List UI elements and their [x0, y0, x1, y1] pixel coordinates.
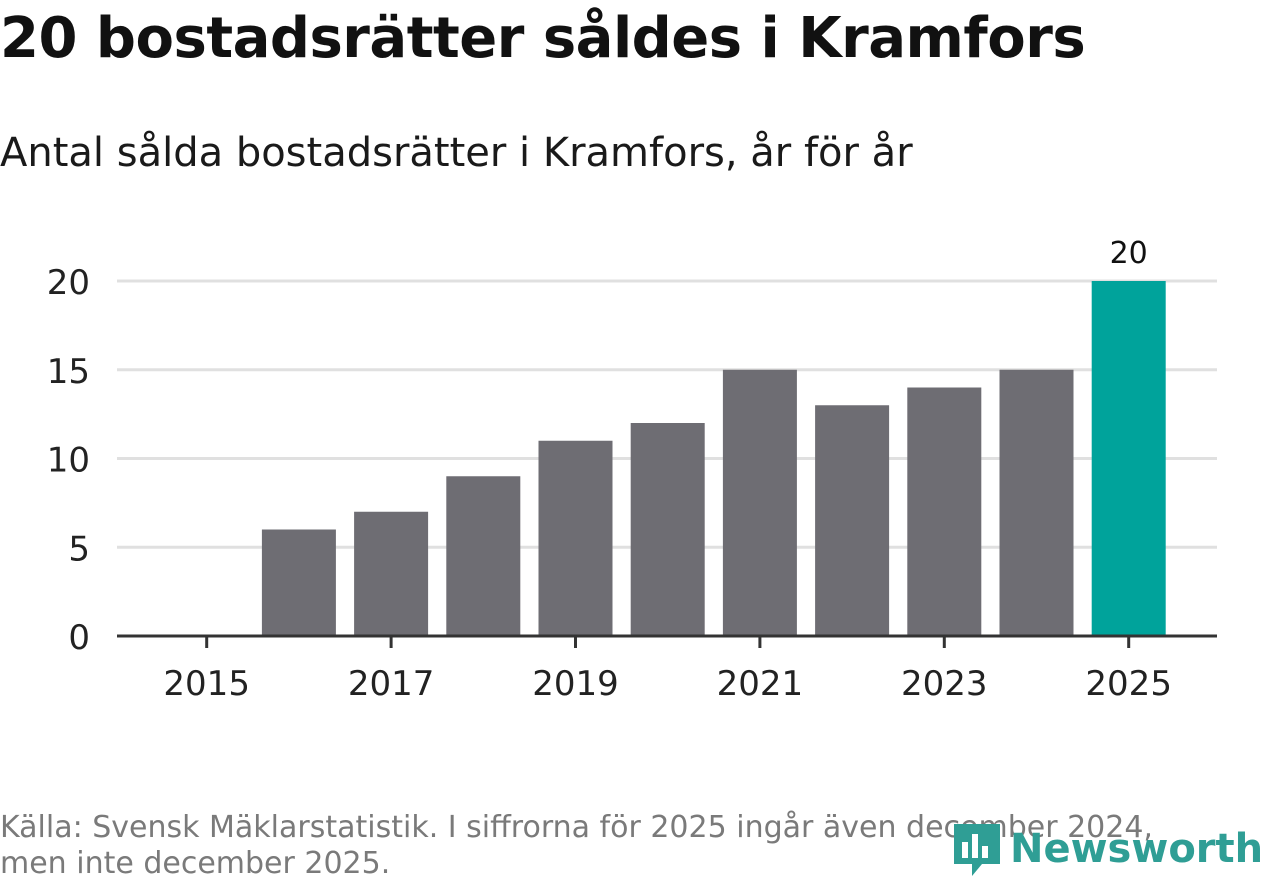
bar-2020: [630, 423, 705, 636]
bar-2023: [907, 387, 982, 636]
x-tick-label: 2021: [717, 664, 804, 704]
bar-2025: [1091, 281, 1166, 636]
bar-chart: 0 5 10 15 20 2015 2017 2019 2021 2023 2025 20: [47, 236, 1217, 704]
bar-2018: [446, 476, 521, 636]
newsworthy-logo: Newsworthy: [950, 820, 1262, 878]
chart-subtitle: Antal sålda bostadsrätter i Kramfors, år…: [0, 130, 913, 176]
chart-title: 20 bostadsrätter såldes i Kramfors: [0, 6, 1086, 71]
x-tick-label: 2025: [1085, 664, 1172, 704]
bar-2019: [538, 440, 613, 636]
data-label: 20: [1110, 236, 1148, 271]
bar-2024: [999, 369, 1074, 636]
x-tick-label: 2019: [532, 664, 619, 704]
y-tick-label: 0: [68, 618, 90, 658]
bar-2017: [354, 511, 429, 636]
x-tick-label: 2023: [901, 664, 988, 704]
y-tick-label: 20: [47, 263, 90, 303]
bar-2022: [815, 405, 890, 636]
y-tick-label: 15: [47, 352, 90, 392]
y-tick-label: 10: [47, 441, 90, 481]
newsworthy-logo-icon: [954, 824, 1000, 876]
bar-2016: [261, 529, 336, 636]
x-tick-label: 2015: [163, 664, 250, 704]
newsworthy-logo-text: Newsworthy: [1010, 826, 1262, 872]
bar-2021: [722, 369, 797, 636]
y-tick-label: 5: [68, 529, 90, 569]
x-tick-label: 2017: [348, 664, 435, 704]
